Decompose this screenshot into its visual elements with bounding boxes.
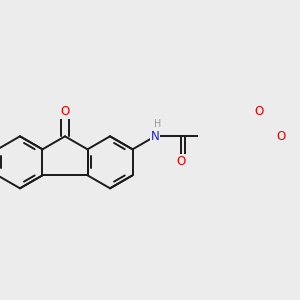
Text: N: N <box>151 130 159 143</box>
Text: H: H <box>154 118 161 129</box>
Text: O: O <box>277 130 286 143</box>
Text: O: O <box>60 105 70 118</box>
Text: O: O <box>176 154 186 167</box>
Text: O: O <box>254 105 264 118</box>
